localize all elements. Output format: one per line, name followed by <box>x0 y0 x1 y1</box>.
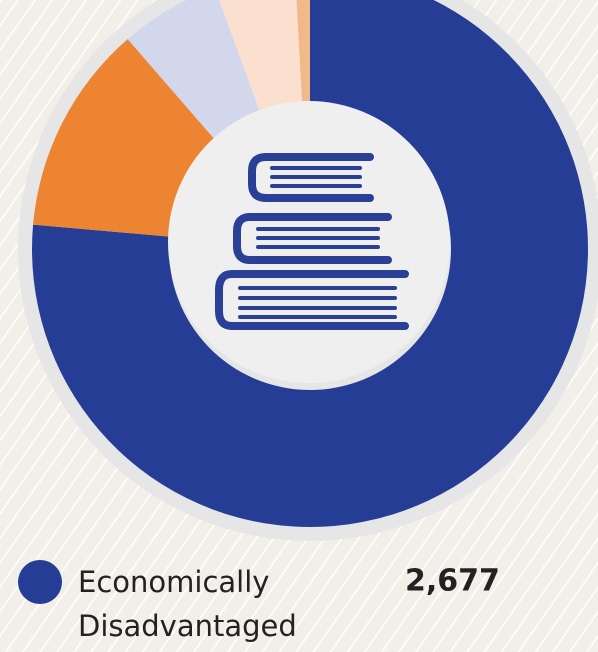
legend-swatch <box>18 560 62 604</box>
slice <box>33 39 218 237</box>
inner-circle <box>168 101 450 383</box>
slice <box>32 0 588 527</box>
legend-value: 2,677 <box>405 564 500 599</box>
slices <box>32 0 588 527</box>
slice <box>296 0 310 109</box>
slice <box>127 0 262 143</box>
books-icon <box>215 153 409 330</box>
legend-label: Economically Disadvantaged <box>78 565 297 643</box>
slice <box>219 0 303 117</box>
